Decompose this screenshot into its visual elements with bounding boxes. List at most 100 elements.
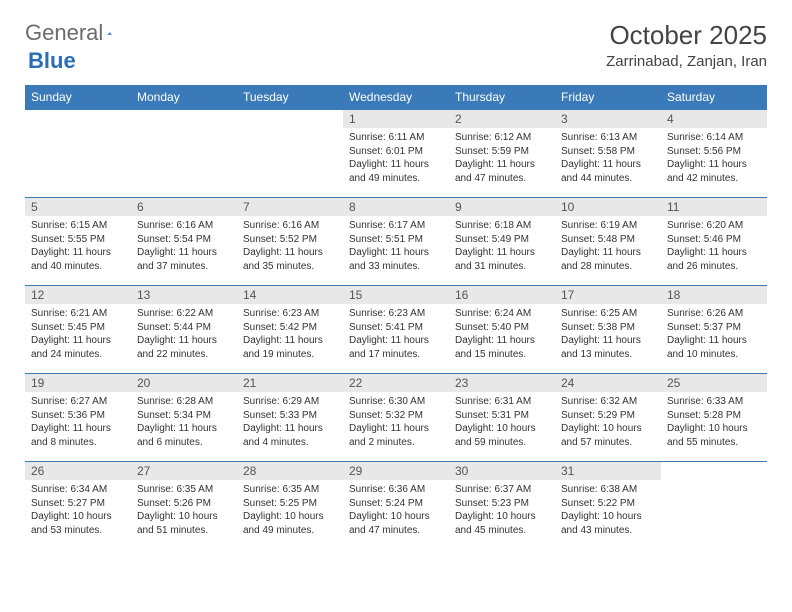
- day-info: Sunrise: 6:36 AMSunset: 5:24 PMDaylight:…: [343, 480, 449, 541]
- day-info: Sunrise: 6:24 AMSunset: 5:40 PMDaylight:…: [449, 304, 555, 365]
- day-cell: 8Sunrise: 6:17 AMSunset: 5:51 PMDaylight…: [343, 198, 449, 286]
- day-number: 21: [237, 374, 343, 392]
- day-cell: 11Sunrise: 6:20 AMSunset: 5:46 PMDayligh…: [661, 198, 767, 286]
- day-info: Sunrise: 6:12 AMSunset: 5:59 PMDaylight:…: [449, 128, 555, 189]
- day-info: Sunrise: 6:13 AMSunset: 5:58 PMDaylight:…: [555, 128, 661, 189]
- day-cell: 19Sunrise: 6:27 AMSunset: 5:36 PMDayligh…: [25, 374, 131, 462]
- day-info: Sunrise: 6:32 AMSunset: 5:29 PMDaylight:…: [555, 392, 661, 453]
- day-info: Sunrise: 6:16 AMSunset: 5:54 PMDaylight:…: [131, 216, 237, 277]
- header: General October 2025 Zarrinabad, Zanjan,…: [25, 20, 767, 70]
- day-number: 2: [449, 110, 555, 128]
- day-number: 29: [343, 462, 449, 480]
- day-number: 12: [25, 286, 131, 304]
- day-info: Sunrise: 6:28 AMSunset: 5:34 PMDaylight:…: [131, 392, 237, 453]
- day-cell: 20Sunrise: 6:28 AMSunset: 5:34 PMDayligh…: [131, 374, 237, 462]
- day-cell: 21Sunrise: 6:29 AMSunset: 5:33 PMDayligh…: [237, 374, 343, 462]
- day-number: 7: [237, 198, 343, 216]
- day-cell: 9Sunrise: 6:18 AMSunset: 5:49 PMDaylight…: [449, 198, 555, 286]
- day-number: 9: [449, 198, 555, 216]
- day-number: 31: [555, 462, 661, 480]
- day-number: 19: [25, 374, 131, 392]
- brand-logo: General: [25, 20, 135, 46]
- day-number: 22: [343, 374, 449, 392]
- day-header: Saturday: [661, 85, 767, 110]
- day-info: Sunrise: 6:29 AMSunset: 5:33 PMDaylight:…: [237, 392, 343, 453]
- day-cell: 13Sunrise: 6:22 AMSunset: 5:44 PMDayligh…: [131, 286, 237, 374]
- brand-name-gray: General: [25, 20, 103, 46]
- day-cell: 31Sunrise: 6:38 AMSunset: 5:22 PMDayligh…: [555, 462, 661, 550]
- brand-blue-row: Blue: [28, 48, 76, 74]
- day-info: Sunrise: 6:37 AMSunset: 5:23 PMDaylight:…: [449, 480, 555, 541]
- day-info: Sunrise: 6:26 AMSunset: 5:37 PMDaylight:…: [661, 304, 767, 365]
- day-info: Sunrise: 6:25 AMSunset: 5:38 PMDaylight:…: [555, 304, 661, 365]
- day-number: 24: [555, 374, 661, 392]
- day-number: 25: [661, 374, 767, 392]
- day-info: Sunrise: 6:23 AMSunset: 5:42 PMDaylight:…: [237, 304, 343, 365]
- day-cell: 28Sunrise: 6:35 AMSunset: 5:25 PMDayligh…: [237, 462, 343, 550]
- day-number: 16: [449, 286, 555, 304]
- title-block: October 2025 Zarrinabad, Zanjan, Iran: [606, 20, 767, 70]
- day-info: Sunrise: 6:18 AMSunset: 5:49 PMDaylight:…: [449, 216, 555, 277]
- day-number: 5: [25, 198, 131, 216]
- day-cell: [237, 110, 343, 198]
- day-number: 20: [131, 374, 237, 392]
- week-row: 12Sunrise: 6:21 AMSunset: 5:45 PMDayligh…: [25, 286, 767, 374]
- day-header: Monday: [131, 85, 237, 110]
- day-cell: 22Sunrise: 6:30 AMSunset: 5:32 PMDayligh…: [343, 374, 449, 462]
- day-cell: 29Sunrise: 6:36 AMSunset: 5:24 PMDayligh…: [343, 462, 449, 550]
- day-number: 18: [661, 286, 767, 304]
- day-cell: 23Sunrise: 6:31 AMSunset: 5:31 PMDayligh…: [449, 374, 555, 462]
- day-info: Sunrise: 6:22 AMSunset: 5:44 PMDaylight:…: [131, 304, 237, 365]
- day-header: Thursday: [449, 85, 555, 110]
- day-cell: 18Sunrise: 6:26 AMSunset: 5:37 PMDayligh…: [661, 286, 767, 374]
- day-info: Sunrise: 6:17 AMSunset: 5:51 PMDaylight:…: [343, 216, 449, 277]
- day-cell: 1Sunrise: 6:11 AMSunset: 6:01 PMDaylight…: [343, 110, 449, 198]
- day-number: 13: [131, 286, 237, 304]
- day-cell: 7Sunrise: 6:16 AMSunset: 5:52 PMDaylight…: [237, 198, 343, 286]
- day-cell: 27Sunrise: 6:35 AMSunset: 5:26 PMDayligh…: [131, 462, 237, 550]
- month-title: October 2025: [606, 20, 767, 51]
- day-header-row: Sunday Monday Tuesday Wednesday Thursday…: [25, 85, 767, 110]
- day-number: 17: [555, 286, 661, 304]
- day-cell: [131, 110, 237, 198]
- day-header: Friday: [555, 85, 661, 110]
- day-cell: 16Sunrise: 6:24 AMSunset: 5:40 PMDayligh…: [449, 286, 555, 374]
- day-header: Wednesday: [343, 85, 449, 110]
- day-info: Sunrise: 6:30 AMSunset: 5:32 PMDaylight:…: [343, 392, 449, 453]
- day-cell: 30Sunrise: 6:37 AMSunset: 5:23 PMDayligh…: [449, 462, 555, 550]
- brand-triangle-icon: [107, 24, 112, 42]
- day-info: Sunrise: 6:20 AMSunset: 5:46 PMDaylight:…: [661, 216, 767, 277]
- day-number: 8: [343, 198, 449, 216]
- day-cell: 4Sunrise: 6:14 AMSunset: 5:56 PMDaylight…: [661, 110, 767, 198]
- day-info: Sunrise: 6:35 AMSunset: 5:25 PMDaylight:…: [237, 480, 343, 541]
- week-row: 1Sunrise: 6:11 AMSunset: 6:01 PMDaylight…: [25, 110, 767, 198]
- day-cell: 25Sunrise: 6:33 AMSunset: 5:28 PMDayligh…: [661, 374, 767, 462]
- day-info: Sunrise: 6:34 AMSunset: 5:27 PMDaylight:…: [25, 480, 131, 541]
- brand-name-blue: Blue: [28, 48, 76, 73]
- day-cell: 17Sunrise: 6:25 AMSunset: 5:38 PMDayligh…: [555, 286, 661, 374]
- day-number: 1: [343, 110, 449, 128]
- day-number: 10: [555, 198, 661, 216]
- day-number: 14: [237, 286, 343, 304]
- day-info: Sunrise: 6:35 AMSunset: 5:26 PMDaylight:…: [131, 480, 237, 541]
- day-info: Sunrise: 6:38 AMSunset: 5:22 PMDaylight:…: [555, 480, 661, 541]
- day-number: 27: [131, 462, 237, 480]
- day-number: 3: [555, 110, 661, 128]
- day-info: Sunrise: 6:15 AMSunset: 5:55 PMDaylight:…: [25, 216, 131, 277]
- week-row: 5Sunrise: 6:15 AMSunset: 5:55 PMDaylight…: [25, 198, 767, 286]
- day-info: Sunrise: 6:19 AMSunset: 5:48 PMDaylight:…: [555, 216, 661, 277]
- calendar-table: Sunday Monday Tuesday Wednesday Thursday…: [25, 85, 767, 550]
- day-cell: 6Sunrise: 6:16 AMSunset: 5:54 PMDaylight…: [131, 198, 237, 286]
- day-cell: 2Sunrise: 6:12 AMSunset: 5:59 PMDaylight…: [449, 110, 555, 198]
- day-info: Sunrise: 6:23 AMSunset: 5:41 PMDaylight:…: [343, 304, 449, 365]
- day-cell: 14Sunrise: 6:23 AMSunset: 5:42 PMDayligh…: [237, 286, 343, 374]
- day-number: 15: [343, 286, 449, 304]
- day-info: Sunrise: 6:21 AMSunset: 5:45 PMDaylight:…: [25, 304, 131, 365]
- day-header: Sunday: [25, 85, 131, 110]
- day-info: Sunrise: 6:33 AMSunset: 5:28 PMDaylight:…: [661, 392, 767, 453]
- day-cell: [25, 110, 131, 198]
- day-info: Sunrise: 6:16 AMSunset: 5:52 PMDaylight:…: [237, 216, 343, 277]
- day-cell: 3Sunrise: 6:13 AMSunset: 5:58 PMDaylight…: [555, 110, 661, 198]
- day-cell: 10Sunrise: 6:19 AMSunset: 5:48 PMDayligh…: [555, 198, 661, 286]
- day-number: 11: [661, 198, 767, 216]
